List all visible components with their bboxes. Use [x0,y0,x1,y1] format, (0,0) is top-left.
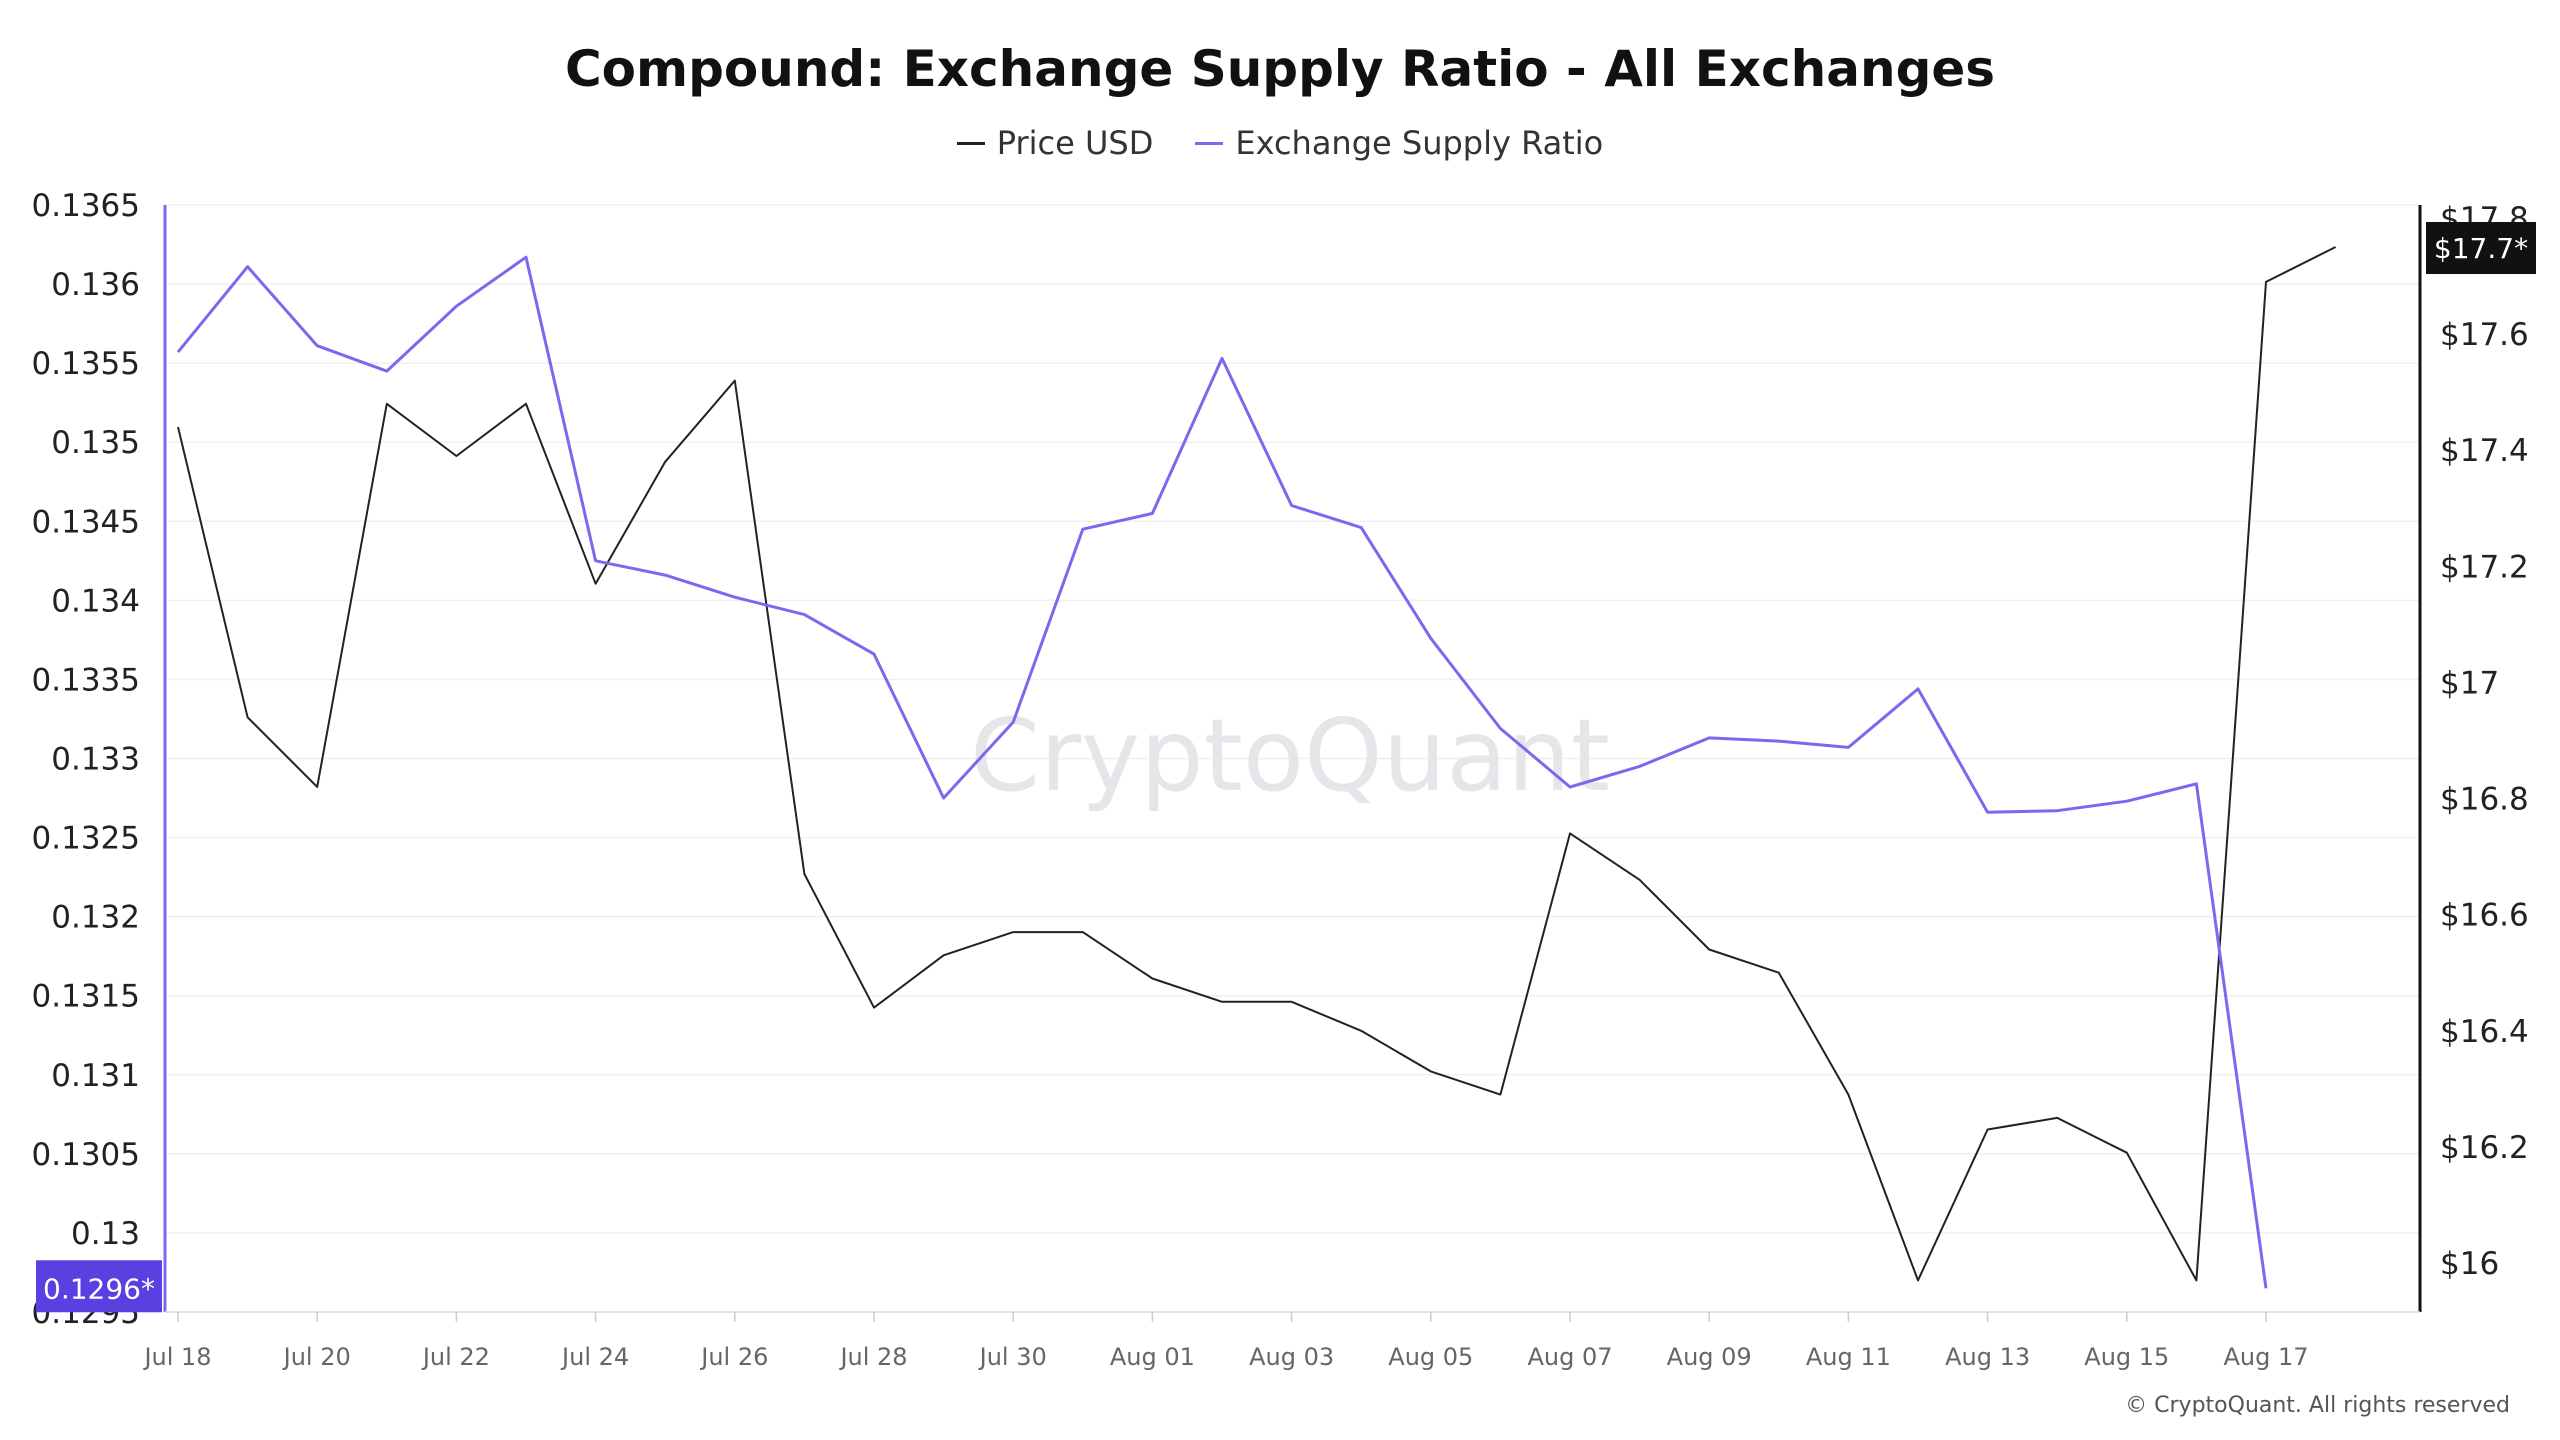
y-left-tick-label: 0.1325 [32,821,140,857]
x-tick-label: Jul 22 [421,1343,490,1371]
y-right-tick-label: $17 [2440,665,2499,701]
y-right-tick-label: $16.8 [2440,782,2529,818]
legend-label-ratio: Exchange Supply Ratio [1235,124,1604,162]
legend-item-ratio[interactable]: Exchange Supply Ratio [1195,124,1603,162]
y-right-tick-label: $16.4 [2440,1014,2529,1050]
y-right-tick-label: $17.6 [2440,317,2529,353]
copyright-text: © CryptoQuant. All rights reserved [2125,1393,2510,1418]
x-tick-label: Aug 11 [1806,1343,1891,1371]
x-tick-label: Aug 05 [1388,1343,1473,1371]
x-tick-label: Aug 01 [1110,1343,1195,1371]
x-tick-label: Jul 18 [142,1343,211,1371]
right-badge-bg [2426,222,2536,274]
y-right-tick-label: $16 [2440,1246,2499,1282]
x-tick-label: Jul 28 [838,1343,907,1371]
chart-title: Compound: Exchange Supply Ratio - All Ex… [564,40,1996,98]
x-tick-label: Aug 13 [1945,1343,2030,1371]
legend-swatch-price [956,141,985,145]
y-left-tick-label: 0.131 [51,1058,140,1094]
y-right-tick-label: $16.6 [2440,898,2529,934]
x-tick-label: Jul 26 [699,1343,768,1371]
y-left-tick-label: 0.134 [51,583,140,619]
x-tick-label: Aug 09 [1667,1343,1752,1371]
y-left-tick-label: 0.136 [51,267,140,303]
series-line-price [177,246,2337,1282]
legend: Price USD Exchange Supply Ratio [0,124,2560,162]
x-tick-label: Jul 24 [560,1343,629,1371]
y-left-tick-label: 0.1365 [32,188,140,224]
y-left-tick-label: 0.132 [51,900,140,936]
badge-layer: 0.1296* $17.7* [36,222,2536,1313]
x-tick-label: Jul 20 [282,1343,351,1371]
x-tick-label: Aug 15 [2084,1343,2169,1371]
x-tick-label: Aug 03 [1249,1343,1334,1371]
legend-swatch-ratio [1195,141,1224,145]
legend-label-price: Price USD [996,124,1154,162]
left-value-badge: 0.1296* [36,1260,162,1313]
x-tick-label: Jul 30 [978,1343,1047,1371]
y-left-tick-label: 0.135 [51,425,140,461]
y-right-tick-label: $16.2 [2440,1130,2529,1166]
y-right-tick-label: $17.4 [2440,433,2529,469]
left-badge-bg [36,1260,162,1313]
watermark: CryptoQuant [970,697,1610,814]
left-badge-text: 0.1296* [43,1272,155,1305]
right-value-badge: $17.7* [2426,222,2536,274]
y-left-tick-label: 0.1315 [32,979,140,1015]
x-tick-label: Aug 07 [1527,1343,1612,1371]
y-left-tick-label: 0.133 [51,742,140,778]
x-tick-label: Aug 17 [2223,1343,2308,1371]
y-right-tick-label: $17.2 [2440,549,2529,585]
y-left-tick-label: 0.1355 [32,346,140,382]
lines-layer [176,246,2337,1289]
y-left-tick-label: 0.1305 [32,1137,140,1173]
right-badge-text: $17.7* [2434,232,2528,265]
legend-item-price[interactable]: Price USD [956,124,1154,162]
y-left-tick-label: 0.1335 [32,662,140,698]
y-left-tick-label: 0.1345 [32,504,140,540]
series-line-ratio [176,255,2268,1289]
axes-layer: 0.12950.130.13050.1310.13150.1320.13250.… [32,188,2529,1371]
y-left-tick-label: 0.13 [71,1216,140,1252]
